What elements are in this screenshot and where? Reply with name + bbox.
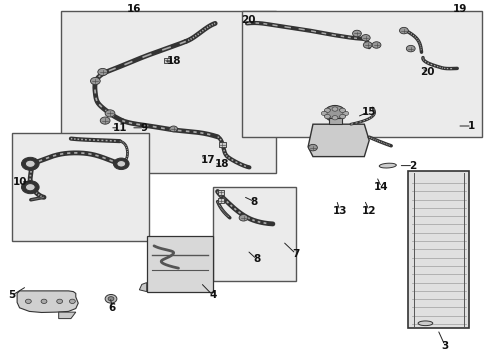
Circle shape bbox=[324, 105, 345, 121]
Circle shape bbox=[113, 158, 129, 170]
Circle shape bbox=[406, 45, 414, 52]
Circle shape bbox=[324, 108, 329, 112]
Circle shape bbox=[25, 160, 35, 167]
Circle shape bbox=[25, 299, 31, 303]
Text: 2: 2 bbox=[409, 161, 416, 171]
Circle shape bbox=[105, 110, 115, 117]
Text: 11: 11 bbox=[112, 123, 127, 133]
Text: 20: 20 bbox=[241, 15, 255, 25]
Circle shape bbox=[399, 27, 407, 34]
Circle shape bbox=[169, 126, 177, 132]
Polygon shape bbox=[139, 283, 146, 292]
Circle shape bbox=[21, 157, 39, 170]
Circle shape bbox=[308, 144, 317, 151]
Text: 17: 17 bbox=[200, 155, 215, 165]
Circle shape bbox=[117, 161, 125, 167]
Circle shape bbox=[90, 77, 100, 85]
Ellipse shape bbox=[417, 321, 432, 325]
Text: 13: 13 bbox=[332, 206, 346, 216]
Text: 20: 20 bbox=[420, 67, 434, 77]
Text: 3: 3 bbox=[441, 341, 447, 351]
Circle shape bbox=[21, 181, 39, 194]
Circle shape bbox=[98, 68, 107, 76]
Text: 18: 18 bbox=[215, 159, 229, 169]
Circle shape bbox=[100, 117, 110, 124]
Circle shape bbox=[339, 108, 345, 112]
Text: 18: 18 bbox=[166, 56, 181, 66]
Circle shape bbox=[108, 297, 114, 301]
Text: 8: 8 bbox=[250, 197, 257, 207]
Bar bbox=[217, 190, 224, 195]
Circle shape bbox=[41, 299, 47, 303]
Bar bbox=[242, 11, 481, 137]
Bar bbox=[217, 198, 224, 203]
Text: 14: 14 bbox=[373, 182, 388, 192]
Text: 9: 9 bbox=[141, 123, 147, 133]
Text: 12: 12 bbox=[361, 206, 376, 216]
Circle shape bbox=[363, 42, 371, 48]
Circle shape bbox=[69, 299, 75, 303]
Text: 5: 5 bbox=[9, 290, 16, 300]
Circle shape bbox=[342, 111, 348, 116]
Circle shape bbox=[324, 114, 329, 119]
Text: 15: 15 bbox=[361, 107, 376, 117]
Polygon shape bbox=[17, 291, 78, 312]
Circle shape bbox=[331, 107, 337, 111]
Text: 4: 4 bbox=[208, 290, 216, 300]
Polygon shape bbox=[59, 312, 76, 319]
Circle shape bbox=[25, 184, 35, 191]
Circle shape bbox=[321, 111, 326, 116]
Bar bbox=[329, 118, 341, 124]
Bar bbox=[146, 236, 212, 292]
Bar bbox=[61, 11, 276, 173]
Bar bbox=[212, 187, 295, 281]
Text: 7: 7 bbox=[291, 249, 299, 259]
Ellipse shape bbox=[379, 163, 395, 168]
Circle shape bbox=[331, 116, 337, 120]
Text: 19: 19 bbox=[451, 4, 466, 14]
Circle shape bbox=[371, 42, 380, 48]
Bar bbox=[407, 171, 468, 328]
Text: 1: 1 bbox=[468, 121, 474, 131]
Circle shape bbox=[105, 294, 117, 303]
Text: 6: 6 bbox=[109, 303, 116, 313]
Bar bbox=[163, 58, 170, 63]
Text: 8: 8 bbox=[253, 254, 260, 264]
Bar bbox=[219, 142, 225, 147]
Bar bbox=[12, 133, 149, 241]
Circle shape bbox=[239, 215, 247, 221]
Text: 16: 16 bbox=[127, 4, 142, 14]
Polygon shape bbox=[307, 124, 368, 157]
Circle shape bbox=[361, 35, 369, 41]
Circle shape bbox=[57, 299, 62, 303]
Circle shape bbox=[339, 114, 345, 119]
Text: 10: 10 bbox=[13, 177, 28, 187]
Circle shape bbox=[352, 30, 361, 37]
